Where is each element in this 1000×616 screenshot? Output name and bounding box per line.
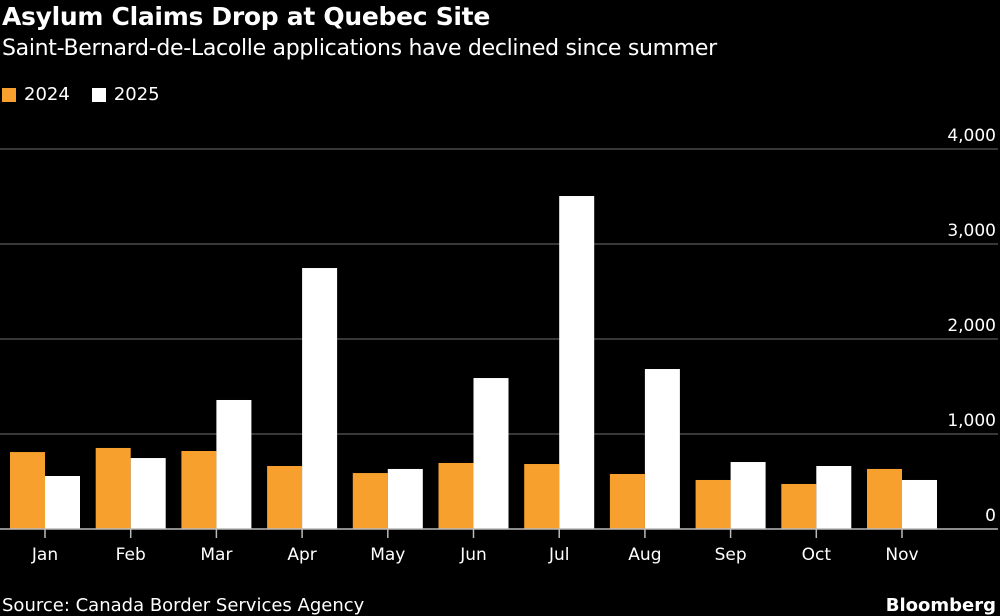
y-tick-label: 1,000	[947, 411, 996, 431]
x-tick-label: Mar	[200, 545, 232, 565]
bar-2024-sep	[695, 479, 731, 529]
x-tick-label: Apr	[287, 545, 316, 565]
bar-2024-jan	[10, 452, 45, 529]
x-tick-label: Oct	[802, 545, 832, 565]
bar-2024-nov	[867, 468, 902, 529]
bar-2024-aug	[609, 473, 645, 529]
legend-item-2025: 2025	[91, 84, 160, 105]
bar-2025-jan	[45, 475, 80, 529]
y-tick-label: 0	[985, 506, 996, 526]
bar-2025-nov	[902, 479, 937, 529]
bar-2025-apr	[302, 268, 338, 529]
bar-2024-oct	[781, 483, 817, 529]
bar-2024-mar	[181, 451, 217, 529]
legend-swatch-2025	[91, 87, 106, 102]
bar-2025-feb	[130, 458, 166, 529]
bar-2025-jun	[473, 378, 509, 529]
bar-2024-apr	[267, 466, 303, 529]
y-tick-label: 4,000	[947, 126, 996, 146]
bar-2024-jun	[438, 462, 474, 529]
chart-title: Asylum Claims Drop at Quebec Site	[2, 2, 490, 31]
bar-2025-may	[387, 468, 423, 529]
legend-item-2024: 2024	[2, 84, 70, 105]
bar-2025-jul	[559, 196, 595, 529]
x-tick-label: Nov	[885, 545, 918, 565]
legend-label-2024: 2024	[24, 84, 70, 105]
x-tick-label: Sep	[715, 545, 747, 565]
legend-swatch-2024	[2, 87, 16, 102]
y-tick-label: 2,000	[947, 316, 996, 336]
bar-2025-aug	[644, 369, 680, 529]
bar-2025-mar	[216, 399, 252, 529]
bloomberg-logo: Bloomberg	[885, 595, 996, 616]
x-tick-label: May	[370, 545, 405, 565]
x-tick-label: Jun	[459, 545, 487, 565]
x-tick-label: Feb	[116, 545, 146, 565]
y-tick-label: 3,000	[947, 221, 996, 241]
chart-subtitle: Saint-Bernard-de-Lacolle applications ha…	[2, 36, 717, 61]
x-tick-label: Jul	[548, 545, 570, 565]
source-note: Source: Canada Border Services Agency	[2, 595, 365, 616]
x-tick-label: Aug	[628, 545, 661, 565]
bar-2024-feb	[95, 447, 131, 529]
bar-2024-jul	[524, 464, 560, 529]
legend-label-2025: 2025	[113, 84, 160, 105]
legend: 2024 2025	[2, 84, 160, 105]
bar-2025-oct	[816, 466, 852, 529]
bar-2024-may	[352, 473, 388, 529]
x-tick-label: Jan	[31, 545, 58, 565]
bar-2025-sep	[730, 462, 766, 529]
